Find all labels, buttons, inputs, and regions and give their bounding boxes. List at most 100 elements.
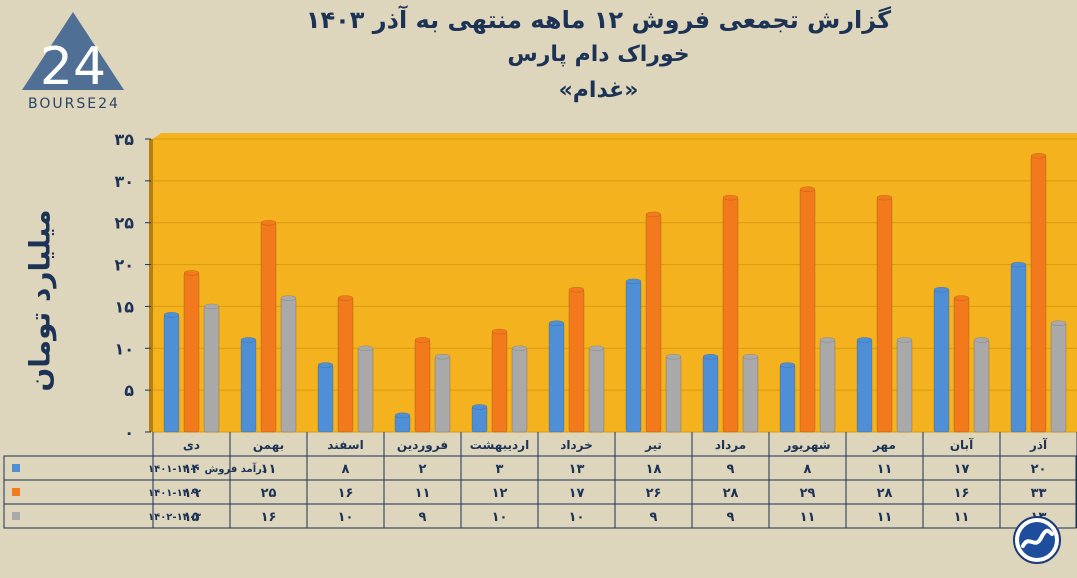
bar-series-1 xyxy=(856,339,873,433)
legend-swatch-series-2 xyxy=(12,488,20,496)
x-category-label: آبان xyxy=(950,437,974,452)
bar-series-2 xyxy=(183,272,200,433)
bar-cap-series-3 xyxy=(357,345,374,352)
data-cell-value: ۸ xyxy=(342,462,350,477)
data-cell-value: ۱۱ xyxy=(800,510,816,525)
bar-series-3 xyxy=(896,339,913,433)
bar-series-2 xyxy=(1030,155,1047,433)
bar-cap-series-1 xyxy=(471,404,488,410)
data-cell-value: ۱۷ xyxy=(569,486,585,501)
data-cell-value: ۱۱ xyxy=(415,486,431,501)
bar-cap-series-1 xyxy=(933,286,950,293)
bar-series-3 xyxy=(588,347,605,433)
data-cell-value: ۲ xyxy=(419,462,427,477)
data-cell-value: ۳۳ xyxy=(1031,486,1047,501)
bar-cap-series-1 xyxy=(240,337,257,343)
bar-cap-series-2 xyxy=(414,337,431,343)
bar-series-1 xyxy=(163,314,180,433)
data-cell-value: ۱۵ xyxy=(184,510,200,525)
bar-cap-series-3 xyxy=(511,345,528,352)
data-cell-value: ۹ xyxy=(419,510,427,525)
bourse24-logo-icon: 24 xyxy=(22,12,124,97)
bar-cap-series-2 xyxy=(260,219,277,226)
bar-cap-series-1 xyxy=(548,320,565,326)
legend-label-series-1: درآمد فروش ۱۴۰۰-۱۴۰۱ xyxy=(148,462,267,475)
legend-swatch-series-3 xyxy=(12,512,20,520)
data-cell-value: ۲۵ xyxy=(261,486,277,501)
x-category-label: فروردین xyxy=(397,438,448,453)
y-tick-label: ۲۵ xyxy=(114,214,134,233)
bar-series-2 xyxy=(953,297,970,433)
bar-cap-series-1 xyxy=(163,312,180,318)
bar-series-2 xyxy=(722,197,739,433)
bar-cap-series-3 xyxy=(973,337,990,343)
bar-series-3 xyxy=(1050,322,1067,433)
bar-series-1 xyxy=(933,289,950,433)
data-cell-value: ۹ xyxy=(650,510,658,525)
bar-series-2 xyxy=(876,197,893,433)
y-tick-label: ۱۰ xyxy=(114,339,134,358)
data-cell-value: ۱۸ xyxy=(646,462,662,477)
logo-text: BOURSE24 xyxy=(28,96,120,112)
badge-logo-icon xyxy=(1013,516,1061,564)
bar-series-2 xyxy=(645,214,662,433)
bar-series-3 xyxy=(280,297,297,433)
data-cell-value: ۱۳ xyxy=(569,462,585,477)
data-table-border xyxy=(3,455,1077,529)
bar-series-3 xyxy=(665,356,682,433)
bar-series-2 xyxy=(414,339,431,433)
x-category-label: مهر xyxy=(872,438,896,452)
bar-series-1 xyxy=(625,281,642,433)
data-cell-value: ۱۹ xyxy=(184,486,200,501)
x-category-label: دی xyxy=(183,438,200,452)
data-cell-value: ۱۶ xyxy=(338,486,354,501)
data-cell-value: ۱۷ xyxy=(954,462,970,477)
bar-cap-series-3 xyxy=(896,337,913,343)
y-tick-label: ۰ xyxy=(124,423,134,442)
data-cell-value: ۱۲ xyxy=(492,486,508,501)
bar-cap-series-2 xyxy=(799,186,816,192)
bar-cap-series-2 xyxy=(1030,152,1047,159)
y-tick-label: ۵ xyxy=(124,381,134,400)
legend-swatch-series-1 xyxy=(12,464,20,472)
data-cell-value: ۱۱ xyxy=(877,462,893,477)
chart-title: گزارش تجمعی فروش ۱۲ ماهه منتهی به آذر ۱۴… xyxy=(305,6,892,34)
x-category-label: خرداد xyxy=(560,438,593,452)
data-cell-value: ۲۰ xyxy=(1031,462,1047,477)
x-category-label: مرداد xyxy=(715,438,746,452)
bar-series-1 xyxy=(471,406,488,433)
bar-series-3 xyxy=(434,356,451,433)
bar-cap-series-1 xyxy=(856,337,873,343)
y-tick-label: ۱۵ xyxy=(114,297,134,316)
bar-series-3 xyxy=(203,306,220,433)
data-cell-value: ۲۸ xyxy=(877,486,893,501)
y-tick-label: ۳۰ xyxy=(114,172,134,191)
bar-series-2 xyxy=(337,297,354,433)
bar-cap-series-3 xyxy=(1050,320,1067,326)
bar-cap-series-1 xyxy=(394,412,411,419)
bar-series-3 xyxy=(357,347,374,433)
bar-series-1 xyxy=(240,339,257,433)
bar-cap-series-2 xyxy=(722,194,739,201)
bar-series-2 xyxy=(799,188,816,433)
bar-series-1 xyxy=(317,364,334,433)
ticker-symbol: «غدام» xyxy=(558,78,639,103)
data-cell-value: ۱۱ xyxy=(954,510,970,525)
bar-cap-series-2 xyxy=(876,194,893,201)
bar-cap-series-3 xyxy=(665,353,682,360)
plot-side-wall xyxy=(149,139,153,432)
data-cell-value: ۱۶ xyxy=(954,486,970,501)
legend-label-series-3: ۱۴۰۲-۱۴۰۳ xyxy=(148,512,201,523)
bar-series-3 xyxy=(819,339,836,433)
data-cell-value: ۸ xyxy=(804,462,812,477)
bar-series-1 xyxy=(779,364,796,433)
data-cell-value: ۱۰ xyxy=(569,510,585,525)
data-cell-value: ۱۶ xyxy=(261,510,277,525)
bar-cap-series-2 xyxy=(183,270,200,276)
y-tick-label: ۲۰ xyxy=(114,256,134,275)
x-category-label: تیر xyxy=(644,438,662,452)
data-cell-value: ۲۹ xyxy=(800,486,816,501)
data-cell-value: ۱۰ xyxy=(492,510,508,525)
bar-series-2 xyxy=(491,331,508,433)
